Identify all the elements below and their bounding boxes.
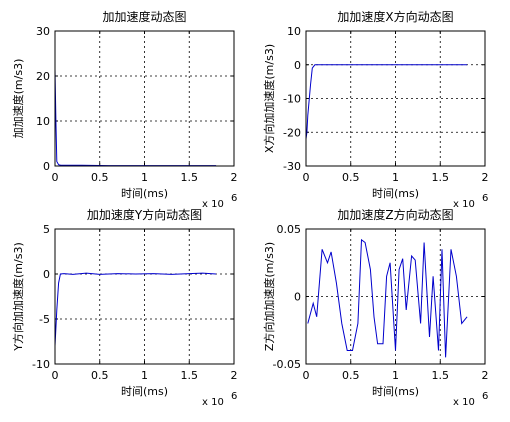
y-tick-label: 0 (294, 291, 301, 304)
x-tick-label: 2 (231, 171, 238, 184)
axes-frame (54, 30, 235, 167)
x-multiplier-exponent: 6 (231, 193, 237, 204)
chart-title: 加加速度Y方向动态图 (87, 207, 202, 222)
x-tick-label: 0.5 (91, 369, 109, 382)
x-multiplier: x 10 (202, 199, 224, 210)
x-multiplier: x 10 (202, 397, 224, 408)
plot-area (55, 31, 234, 166)
y-tick-label: -20 (283, 126, 301, 139)
y-tick-label: 0 (43, 160, 50, 173)
x-axis-label: 时间(ms) (372, 385, 419, 398)
plot-area (306, 31, 485, 166)
x-tick-label: 1.5 (432, 171, 450, 184)
series-line (307, 238, 468, 358)
y-tick-label: 10 (287, 25, 301, 38)
axes-frame (305, 30, 486, 167)
x-tick-label: 2 (482, 171, 489, 184)
y-tick-label: -30 (283, 160, 301, 173)
plot-area (55, 229, 234, 364)
y-tick-label: 0 (294, 59, 301, 72)
x-axis-label: 时间(ms) (121, 187, 168, 200)
x-multiplier: x 10 (453, 397, 475, 408)
x-tick-label: 0.5 (342, 171, 360, 184)
x-tick-label: 1 (392, 369, 399, 382)
x-axis-label: 时间(ms) (372, 187, 419, 200)
x-tick-label: 1 (392, 171, 399, 184)
x-tick-label: 1 (141, 171, 148, 184)
x-multiplier-exponent: 6 (482, 391, 488, 402)
y-tick-label: 0.05 (277, 223, 302, 236)
x-tick-label: 0 (52, 369, 59, 382)
x-axis-label: 时间(ms) (121, 385, 168, 398)
y-tick-label: -10 (32, 358, 50, 371)
chart-title: 加加速度动态图 (102, 9, 186, 24)
x-tick-label: 1.5 (181, 171, 199, 184)
series-line (54, 272, 217, 347)
axes-frame (305, 228, 486, 365)
y-axis-label: X方向加加速度(m/s3) (262, 44, 276, 153)
x-tick-label: 2 (231, 369, 238, 382)
axes-frame (54, 228, 235, 365)
x-multiplier-exponent: 6 (231, 391, 237, 402)
y-tick-label: -0.05 (273, 358, 301, 371)
x-multiplier: x 10 (453, 199, 475, 210)
y-tick-label: 30 (36, 25, 50, 38)
series-line (305, 64, 468, 140)
x-tick-label: 0.5 (91, 171, 109, 184)
chart-title: 加加速度Z方向动态图 (337, 207, 453, 222)
y-tick-label: 0 (43, 268, 50, 281)
x-tick-label: 2 (482, 369, 489, 382)
y-tick-label: -10 (283, 93, 301, 106)
y-tick-label: 10 (36, 115, 50, 128)
y-tick-label: 20 (36, 70, 50, 83)
y-axis-label: Y方向加加速度(m/s3) (11, 242, 25, 351)
y-axis-label: Z方向加加速度(m/s3) (262, 242, 276, 351)
x-tick-label: 0 (303, 171, 310, 184)
x-tick-label: 0.5 (342, 369, 360, 382)
x-tick-label: 0 (303, 369, 310, 382)
x-tick-label: 1.5 (181, 369, 199, 382)
y-axis-label: 加加速度(m/s3) (11, 59, 25, 139)
chart-title: 加加速度X方向动态图 (337, 9, 453, 24)
y-tick-label: 5 (43, 223, 50, 236)
x-tick-label: 0 (52, 171, 59, 184)
x-tick-label: 1 (141, 369, 148, 382)
y-tick-label: -5 (39, 313, 50, 326)
x-tick-label: 1.5 (432, 369, 450, 382)
x-multiplier-exponent: 6 (482, 193, 488, 204)
